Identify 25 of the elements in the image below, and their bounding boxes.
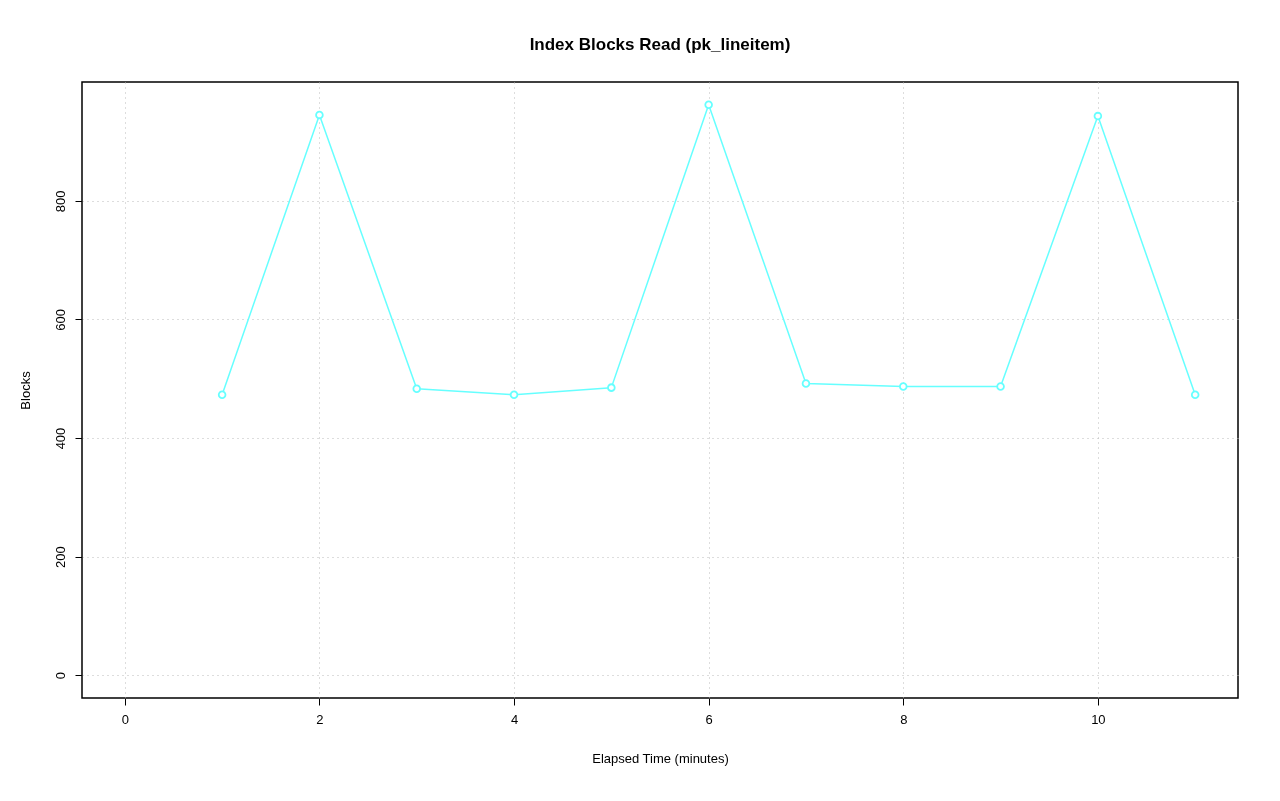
y-axis-title: Blocks xyxy=(17,370,33,410)
point xyxy=(607,383,616,392)
x-tick-label: 4 xyxy=(510,711,519,727)
y-tick-label: 800 xyxy=(52,190,68,213)
point xyxy=(899,382,908,391)
x-tick-label: 8 xyxy=(900,711,908,727)
y-tick-label: 200 xyxy=(52,546,68,568)
point xyxy=(704,100,713,110)
x-tick-label: 0 xyxy=(121,711,129,727)
x-tick-label: 6 xyxy=(705,711,713,727)
point xyxy=(509,390,519,399)
y-tick-label: 600 xyxy=(52,309,68,331)
point xyxy=(801,379,811,388)
x-tick-label: 10 xyxy=(1091,711,1106,727)
point xyxy=(1093,111,1103,121)
x-tick-label: 2 xyxy=(316,711,324,727)
point xyxy=(217,390,227,399)
point xyxy=(412,384,421,394)
point xyxy=(315,110,324,120)
point xyxy=(1190,390,1200,399)
x-axis-title: Elapsed Time (minutes) xyxy=(592,750,729,766)
chart-title: Index Blocks Read (pk_lineitem) xyxy=(529,35,791,54)
y-tick-label: 0 xyxy=(52,672,68,680)
y-tick-label: 400 xyxy=(52,427,68,450)
point xyxy=(996,382,1005,391)
